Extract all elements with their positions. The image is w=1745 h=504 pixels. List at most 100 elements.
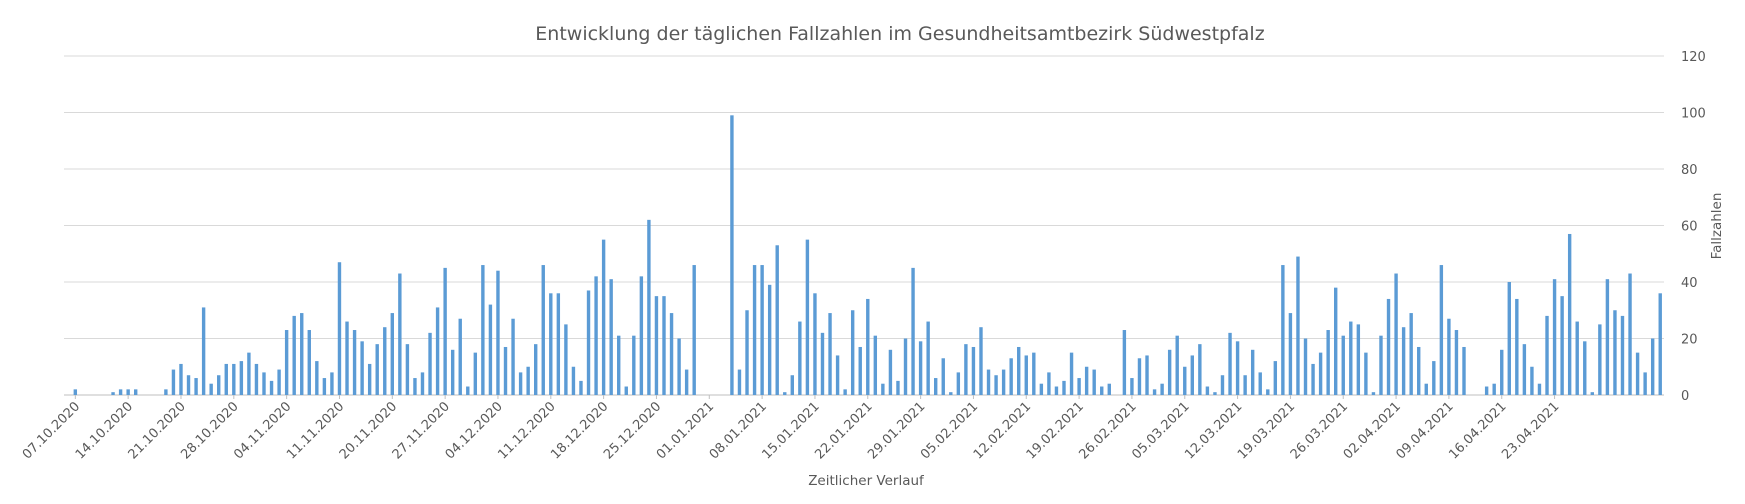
bar — [941, 358, 945, 395]
bar — [171, 369, 176, 395]
bar — [873, 335, 878, 395]
bar — [1137, 358, 1142, 395]
bar — [1198, 344, 1202, 395]
bar — [126, 389, 130, 395]
bar — [111, 392, 115, 395]
bar — [1575, 321, 1579, 395]
bar — [752, 265, 757, 395]
bar — [835, 355, 840, 395]
gridlines — [64, 55, 1664, 396]
bar — [1484, 386, 1489, 395]
bar — [1454, 330, 1459, 395]
bar — [1145, 355, 1149, 395]
bar — [1356, 324, 1361, 396]
bar — [1311, 363, 1315, 395]
bar — [1024, 355, 1028, 395]
bar — [1590, 392, 1594, 395]
bar — [367, 363, 372, 395]
bar — [911, 267, 915, 396]
bars — [73, 115, 1662, 396]
bar — [526, 366, 530, 395]
bar — [1567, 233, 1572, 395]
bar — [1628, 273, 1632, 395]
bar — [1062, 380, 1066, 396]
bar — [760, 265, 764, 395]
bar — [639, 276, 644, 395]
bar — [586, 290, 591, 395]
bar — [783, 392, 787, 395]
bar — [903, 338, 908, 395]
bar — [201, 307, 206, 395]
bar — [1190, 355, 1194, 395]
bar — [1069, 352, 1074, 396]
bar — [1386, 298, 1391, 395]
x-axis-ticks: 07.10.202014.10.202021.10.202028.10.2020… — [20, 395, 1562, 462]
bar — [1552, 279, 1557, 395]
bar — [617, 335, 621, 395]
bar — [669, 313, 674, 395]
bar — [1032, 352, 1036, 396]
bar — [450, 349, 455, 395]
bar — [352, 330, 357, 395]
bar — [390, 313, 394, 395]
bar — [534, 344, 538, 395]
bar — [1235, 341, 1240, 395]
bar — [541, 265, 545, 395]
bar — [511, 318, 515, 395]
bar — [1228, 332, 1232, 395]
bar — [375, 344, 379, 395]
y-tick-label: 100 — [1681, 107, 1706, 122]
bar — [1160, 383, 1164, 395]
bar — [1318, 352, 1323, 396]
bar — [571, 366, 576, 395]
bar — [730, 115, 734, 395]
bar — [518, 372, 523, 395]
bar — [1258, 372, 1262, 395]
bar — [1613, 310, 1617, 395]
bar — [1084, 366, 1089, 395]
bar — [1620, 315, 1625, 395]
bar — [1326, 330, 1330, 395]
bar — [926, 321, 930, 395]
bar — [850, 310, 855, 395]
bar — [888, 349, 893, 395]
bar — [420, 372, 425, 395]
bar — [1039, 383, 1044, 395]
bar — [473, 352, 478, 396]
bar — [1017, 346, 1021, 395]
bar — [1522, 344, 1527, 395]
bar — [1152, 389, 1157, 395]
bar — [1447, 318, 1451, 395]
bar — [866, 298, 870, 395]
y-tick-label: 80 — [1681, 163, 1698, 178]
bar — [1394, 273, 1398, 395]
chart-title: Entwicklung der täglichen Fallzahlen im … — [535, 23, 1264, 45]
bar — [964, 344, 968, 395]
bar — [262, 372, 266, 395]
bar — [398, 273, 402, 395]
bar — [1266, 389, 1270, 395]
bar — [1560, 296, 1564, 396]
bar — [956, 372, 961, 395]
bar — [254, 363, 259, 395]
bar — [1273, 361, 1278, 395]
bar — [428, 332, 432, 395]
bar — [1175, 335, 1179, 395]
bar — [828, 313, 832, 395]
bar — [1054, 386, 1059, 395]
bar — [654, 296, 659, 396]
bar — [737, 369, 742, 395]
bar — [307, 330, 311, 395]
bar — [858, 346, 862, 395]
bar — [1100, 386, 1104, 395]
bar — [986, 369, 991, 395]
bar — [413, 378, 417, 395]
bar — [798, 321, 802, 395]
bar — [217, 375, 221, 395]
bar — [443, 267, 447, 396]
bar — [1243, 375, 1247, 395]
bar — [1530, 366, 1534, 395]
bar — [300, 313, 304, 395]
bar — [1213, 392, 1217, 395]
bar — [549, 293, 553, 395]
